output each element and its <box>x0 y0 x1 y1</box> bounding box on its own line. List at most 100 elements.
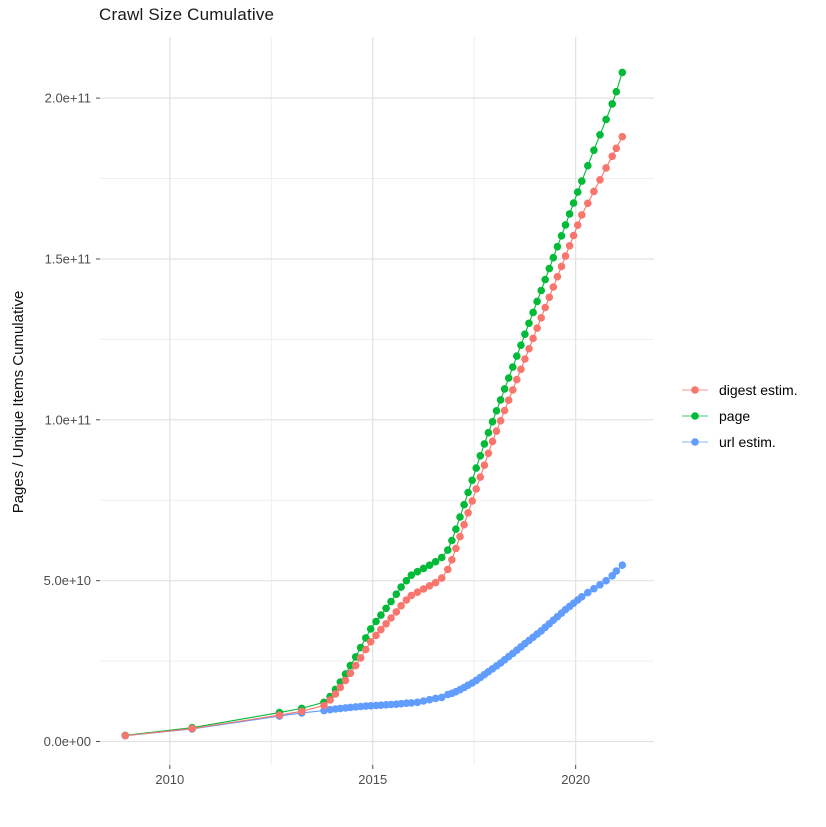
y-tick-label: 5.0e+10 <box>44 573 91 588</box>
data-point <box>602 115 610 124</box>
data-point <box>472 464 481 472</box>
data-point <box>533 324 541 332</box>
gridlines-minor <box>100 37 654 765</box>
data-point <box>545 264 554 273</box>
data-point <box>618 561 627 569</box>
data-point <box>407 591 416 600</box>
data-point <box>444 546 452 554</box>
legend-item-label: page <box>719 408 751 424</box>
data-point <box>121 731 129 740</box>
data-point <box>425 695 434 704</box>
data-point <box>346 661 355 670</box>
data-point <box>464 509 472 517</box>
x-tick-label: 2020 <box>561 772 590 787</box>
data-point <box>444 565 452 574</box>
data-point <box>612 144 621 153</box>
series-url-estim <box>121 561 627 740</box>
legend-key-icon <box>682 412 708 420</box>
data-point <box>525 319 533 328</box>
legend-item-label: url estim. <box>719 434 776 450</box>
data-point <box>492 407 501 415</box>
data-point <box>573 221 582 229</box>
legend-item-page: page <box>680 408 798 424</box>
data-point <box>573 188 582 196</box>
data-point <box>468 476 477 485</box>
x-tick-label: 2010 <box>155 772 184 787</box>
data-point <box>456 532 464 541</box>
data-point <box>407 571 416 579</box>
legend-key-icon <box>682 438 708 446</box>
data-point <box>382 620 390 628</box>
data-point <box>351 661 360 670</box>
data-point <box>387 614 395 622</box>
y-tick-label: 1.0e+11 <box>45 412 91 427</box>
legend-key-icon <box>682 386 708 394</box>
data-point <box>584 588 592 597</box>
data-point <box>513 352 521 360</box>
data-point <box>602 164 610 172</box>
x-tick-labels: 2010 2015 2020 <box>155 772 590 787</box>
legend: digest estim. page url estim. <box>680 382 798 450</box>
y-tick-label: 1.5e+11 <box>45 251 91 266</box>
data-point <box>413 567 422 576</box>
data-point <box>525 344 533 353</box>
axis-ticks <box>96 97 577 769</box>
x-tick-label: 2015 <box>358 772 387 787</box>
data-point <box>341 676 350 685</box>
data-point <box>362 645 370 654</box>
data-point <box>596 176 604 184</box>
data-point <box>366 625 375 633</box>
data-point <box>382 604 390 613</box>
data-point <box>407 699 416 707</box>
y-tick-label: 0.0e+00 <box>44 734 91 749</box>
data-point <box>521 355 529 363</box>
y-tick-label: 2.0e+11 <box>45 91 91 106</box>
data-point <box>521 330 529 339</box>
data-point <box>431 694 440 703</box>
data-point <box>553 242 562 251</box>
data-point <box>584 161 592 170</box>
data-point <box>513 375 521 384</box>
data-point <box>452 544 460 553</box>
data-point <box>488 417 497 426</box>
data-point <box>549 253 558 262</box>
data-point <box>569 231 578 240</box>
data-point <box>596 581 604 589</box>
data-point <box>561 221 570 229</box>
data-point <box>476 452 485 460</box>
data-point <box>425 582 434 590</box>
data-point <box>618 132 627 141</box>
data-point <box>545 293 554 302</box>
data-point <box>596 131 604 139</box>
data-point <box>602 576 610 585</box>
data-point <box>460 520 468 529</box>
data-point <box>480 461 489 470</box>
data-point <box>492 427 501 435</box>
data-point <box>346 669 355 678</box>
data-point <box>608 152 616 161</box>
data-point <box>419 585 428 593</box>
data-point <box>517 365 525 374</box>
data-point <box>509 386 517 394</box>
data-point <box>331 690 340 698</box>
data-point <box>336 683 345 692</box>
data-point <box>612 87 621 96</box>
data-point <box>565 210 574 218</box>
data-point <box>320 701 328 710</box>
data-point <box>392 608 401 616</box>
data-point <box>590 187 598 196</box>
chart-title: Crawl Size Cumulative <box>99 5 275 24</box>
data-point <box>557 262 566 271</box>
legend-item-label: digest estim. <box>719 382 798 398</box>
data-point <box>326 696 334 704</box>
data-point <box>413 698 422 707</box>
data-point <box>500 406 509 415</box>
data-point <box>504 396 513 405</box>
data-point <box>437 553 446 562</box>
data-point <box>437 693 446 702</box>
data-point <box>618 68 627 77</box>
data-point <box>402 576 411 585</box>
data-point <box>275 711 284 719</box>
data-point <box>537 314 545 322</box>
